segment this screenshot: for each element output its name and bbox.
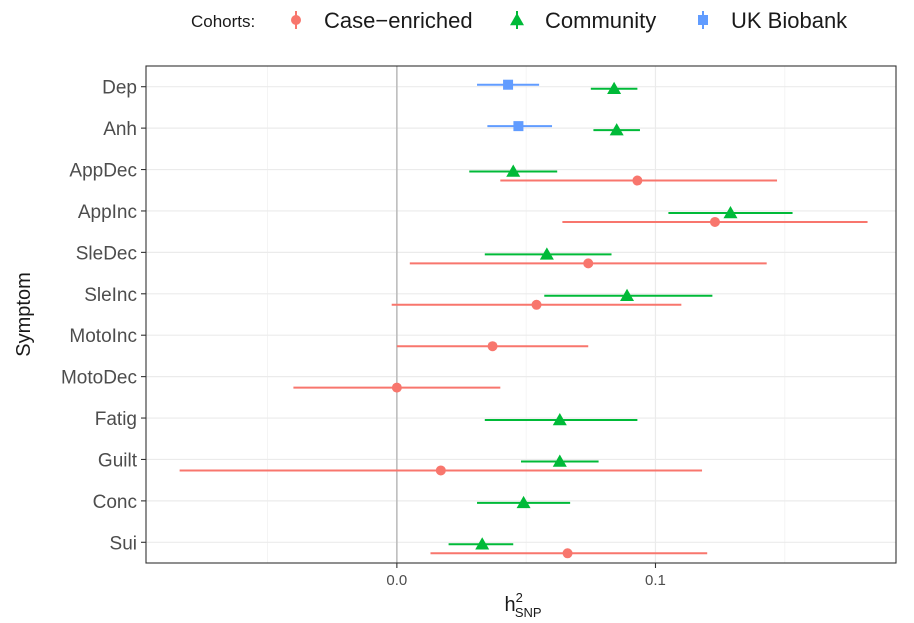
y-tick-label: SleInc [84, 285, 137, 306]
point-marker [510, 13, 524, 26]
x-axis-ticks: 0.0 0.1 [386, 563, 666, 589]
legend-title: Cohorts: [191, 12, 255, 31]
point-marker [506, 164, 521, 177]
legend-item: UK Biobank [698, 8, 848, 33]
series-case-enriched [179, 175, 868, 559]
legend-label: Community [545, 8, 656, 33]
y-tick-label: MotoDec [61, 368, 137, 389]
point-marker [539, 247, 554, 260]
point-marker [435, 465, 446, 476]
y-tick-label: Sui [110, 533, 137, 554]
point-marker [552, 454, 567, 467]
y-tick-label: Anh [103, 119, 137, 140]
y-tick-label: SleDec [76, 243, 137, 264]
point-marker [487, 341, 498, 352]
plot-panel [145, 65, 897, 564]
point-marker [709, 216, 720, 227]
legend-label: Case−enriched [324, 8, 473, 33]
legend-item: Community [510, 8, 656, 33]
x-axis-label: h2 SNP [504, 590, 541, 620]
y-tick-label: Conc [93, 492, 137, 513]
point-marker [513, 121, 524, 132]
point-marker [516, 495, 531, 509]
point-marker [531, 299, 542, 310]
series-community [448, 81, 793, 550]
y-tick-label: MotoInc [69, 326, 137, 347]
x-axis-label-base: h [504, 594, 515, 616]
point-marker [620, 288, 635, 302]
series-uk-biobank [477, 79, 553, 132]
y-tick-label: Dep [102, 78, 137, 99]
y-axis-ticks: Dep Anh AppDec AppInc SleDec SleInc MotoInc Mot… [61, 78, 146, 554]
y-axis-label: Symptom [13, 272, 35, 356]
x-axis-label-sup: 2 [516, 590, 523, 605]
gridlines [146, 66, 896, 563]
point-marker [291, 15, 301, 25]
point-marker [609, 123, 624, 136]
point-marker [552, 413, 567, 426]
y-tick-label: Guilt [98, 450, 138, 471]
x-tick-label: 0.0 [386, 572, 407, 589]
point-marker [475, 537, 490, 550]
point-marker [583, 258, 594, 269]
point-marker [723, 205, 738, 219]
legend-label: UK Biobank [731, 8, 848, 33]
point-marker [562, 548, 573, 559]
point-marker [503, 79, 514, 90]
legend-item: Case−enriched [291, 8, 473, 33]
y-tick-label: AppInc [78, 202, 137, 223]
x-axis-label-sub: SNP [515, 605, 542, 620]
point-marker [698, 15, 708, 25]
point-marker [632, 175, 643, 186]
data-marks [179, 79, 868, 559]
point-marker [607, 81, 622, 94]
point-marker [391, 382, 402, 393]
x-tick-label: 0.1 [645, 572, 666, 589]
y-tick-label: Fatig [95, 409, 137, 430]
legend: Cohorts: Case−enriched Community UK Bioban… [191, 8, 848, 33]
y-tick-label: AppDec [69, 161, 137, 182]
